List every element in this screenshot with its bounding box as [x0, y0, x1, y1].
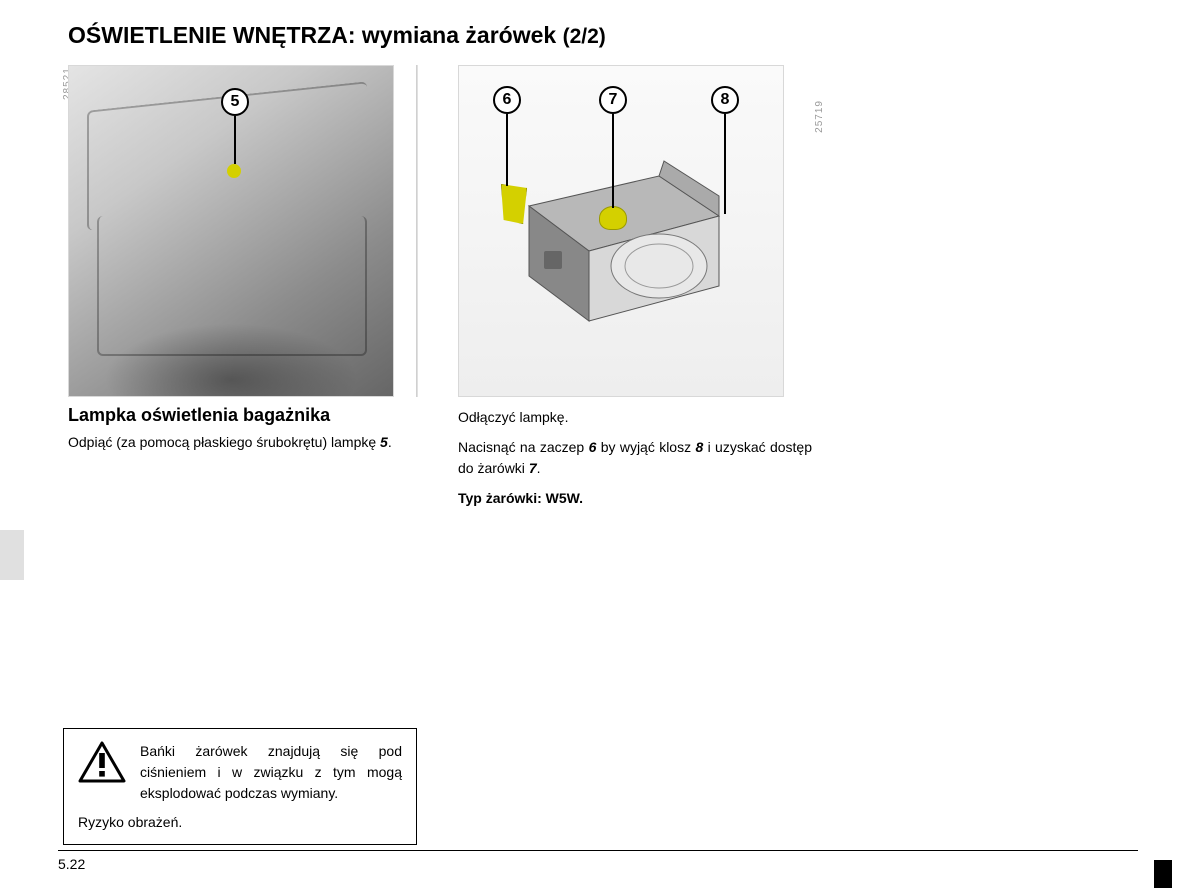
bulb-type-label: Typ żarówki: W5W. — [458, 490, 583, 506]
clip-marker-6 — [501, 184, 527, 224]
text-fragment: . — [537, 460, 541, 476]
page-title: OŚWIETLENIE WNĘTRZA: wymiana żarówek (2/… — [68, 22, 606, 49]
text-bulb-type: Typ żarówki: W5W. — [458, 488, 812, 508]
figure-trunk: 5 — [68, 65, 394, 397]
text-disconnect: Odłączyć lampkę. — [458, 407, 812, 427]
text-fragment: Nacisnąć na zaczep — [458, 439, 589, 455]
callout-line-7 — [612, 114, 614, 208]
callout-8: 8 — [711, 86, 739, 214]
callout-6: 6 — [493, 86, 521, 186]
callout-circle-5: 5 — [221, 88, 249, 116]
content-columns: 28521 5 Lampka oświetlenia bagażnika Odp… — [68, 65, 812, 518]
trunk-floor-line — [97, 216, 367, 356]
warning-footer: Ryzyko obrażeń. — [78, 814, 402, 830]
text-fragment: by wyjąć klosz — [596, 439, 695, 455]
footer-rule — [58, 850, 1138, 851]
callout-circle-7: 7 — [599, 86, 627, 114]
callout-7: 7 — [599, 86, 627, 208]
text-fragment: Odpiąć (za pomocą płaskiego śrubokrętu) … — [68, 434, 380, 450]
side-tab — [0, 530, 24, 580]
callout-5: 5 — [221, 88, 249, 164]
manual-page: OŚWIETLENIE WNĘTRZA: wymiana żarówek (2/… — [0, 0, 1200, 888]
callout-line-6 — [506, 114, 508, 186]
text-remove-lamp: Odpiąć (za pomocą płaskiego śrubokrętu) … — [68, 432, 422, 452]
text-press-clip: Nacisnąć na zaczep 6 by wyjąć klosz 8 i … — [458, 437, 812, 478]
text-fragment: . — [388, 434, 392, 450]
callout-line-8 — [724, 114, 726, 214]
figure-lamp-assembly: 6 7 8 — [458, 65, 784, 397]
heading-trunk-light: Lampka oświetlenia bagażnika — [68, 405, 422, 426]
edge-tab — [1154, 860, 1172, 888]
title-text: OŚWIETLENIE WNĘTRZA: wymiana żarówek — [68, 22, 556, 48]
column-left: 28521 5 Lampka oświetlenia bagażnika Odp… — [68, 65, 422, 518]
warning-text: Bańki żarówek znajdują się pod ciśnienie… — [140, 741, 402, 804]
page-number: 5.22 — [58, 856, 85, 872]
warning-content: Bańki żarówek znajdują się pod ciśnienie… — [78, 741, 402, 804]
ref-5: 5 — [380, 434, 388, 450]
page-part: (2/2) — [563, 25, 606, 48]
column-right: 6 7 8 25719 Odłączyć lampkę. Nacisnąć — [458, 65, 812, 518]
callout-line-5 — [234, 116, 236, 164]
bulb-marker-7 — [599, 206, 627, 230]
ref-7: 7 — [529, 460, 537, 476]
warning-icon — [78, 741, 126, 804]
warning-box: Bańki żarówek znajdują się pod ciśnienie… — [63, 728, 417, 845]
figure-code-2: 25719 — [814, 100, 825, 133]
callout-circle-6: 6 — [493, 86, 521, 114]
callout-circle-8: 8 — [711, 86, 739, 114]
bulb-marker-5 — [227, 164, 241, 178]
